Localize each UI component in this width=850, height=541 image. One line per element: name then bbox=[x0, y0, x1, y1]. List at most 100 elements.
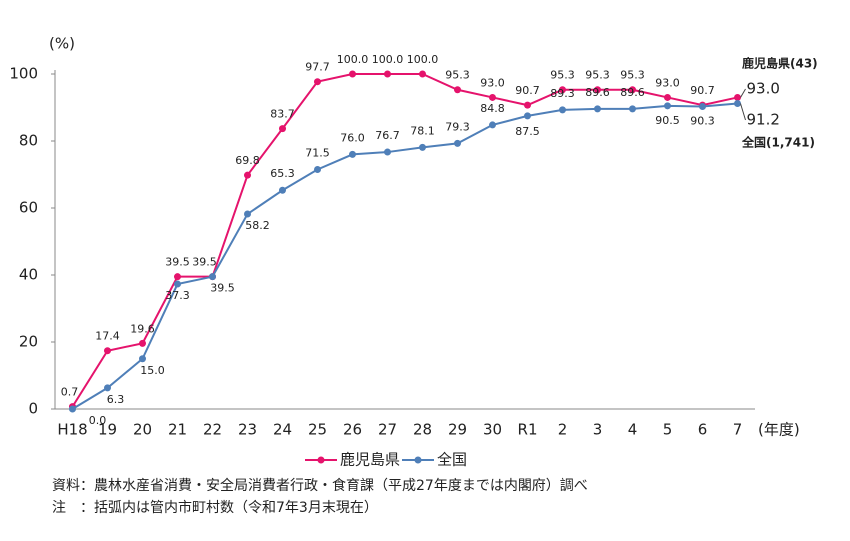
data-label: 93.0 bbox=[655, 76, 680, 89]
data-label: 90.5 bbox=[655, 114, 680, 127]
x-tick-label: H18 bbox=[57, 421, 87, 439]
marker bbox=[559, 86, 566, 94]
data-label: 6.3 bbox=[107, 393, 125, 406]
data-label: 90.3 bbox=[690, 114, 715, 127]
x-tick-label: 23 bbox=[238, 421, 257, 439]
marker bbox=[139, 355, 146, 363]
marker bbox=[69, 405, 76, 413]
data-label: 100.0 bbox=[372, 53, 404, 66]
leader bbox=[740, 88, 746, 98]
legend-marker bbox=[414, 456, 422, 464]
data-label: 95.3 bbox=[620, 69, 645, 82]
marker bbox=[629, 105, 636, 113]
marker bbox=[314, 165, 321, 173]
y-tick-label: 80 bbox=[19, 132, 38, 150]
marker bbox=[104, 347, 111, 355]
x-tick-label: 26 bbox=[343, 421, 362, 439]
x-tick-label: 29 bbox=[448, 421, 467, 439]
data-label: 76.7 bbox=[375, 129, 400, 142]
marker bbox=[734, 99, 741, 107]
x-tick-label: 24 bbox=[273, 421, 292, 439]
marker bbox=[349, 70, 356, 78]
end-label: 91.2 bbox=[747, 111, 780, 129]
x-tick-label: 3 bbox=[593, 421, 603, 439]
data-label: 90.7 bbox=[690, 84, 715, 97]
marker bbox=[454, 139, 461, 147]
marker bbox=[664, 102, 671, 110]
x-tick-label: 7 bbox=[733, 421, 743, 439]
marker bbox=[489, 121, 496, 129]
data-label: 76.0 bbox=[340, 131, 365, 144]
marker bbox=[524, 101, 531, 109]
data-label: 89.3 bbox=[550, 87, 575, 100]
marker bbox=[244, 210, 251, 218]
source-note: 資料：農林水産省消費・安全局消費者行政・食育課（平成27年度までは内閣府）調べ bbox=[52, 477, 588, 494]
leader bbox=[740, 103, 746, 121]
marker bbox=[699, 102, 706, 110]
data-label: 89.6 bbox=[585, 86, 610, 99]
marker bbox=[349, 150, 356, 158]
data-label: 58.2 bbox=[245, 219, 270, 232]
x-tick-label: 4 bbox=[628, 421, 638, 439]
annotation: 全国(1,741) bbox=[741, 135, 815, 150]
annotation: 鹿児島県(43) bbox=[742, 56, 818, 71]
data-label: 0.0 bbox=[89, 414, 107, 427]
x-tick-label: 20 bbox=[133, 421, 152, 439]
data-label: 69.8 bbox=[235, 154, 260, 167]
y-tick-label: 40 bbox=[19, 266, 38, 284]
y-tick-label: 60 bbox=[19, 199, 38, 217]
marker bbox=[384, 148, 391, 156]
data-label: 78.1 bbox=[410, 124, 435, 137]
data-label: 17.4 bbox=[95, 330, 120, 343]
data-label: 89.6 bbox=[620, 86, 645, 99]
marker bbox=[279, 186, 286, 194]
marker bbox=[664, 93, 671, 101]
x-unit: (年度) bbox=[758, 421, 800, 439]
data-label: 83.7 bbox=[270, 108, 295, 121]
series-line bbox=[71, 102, 738, 410]
marker bbox=[454, 86, 461, 94]
legend-marker bbox=[317, 456, 325, 464]
series-line bbox=[71, 73, 738, 408]
data-label: 39.5 bbox=[192, 256, 217, 269]
data-label: 79.3 bbox=[445, 120, 470, 133]
x-tick-label: 28 bbox=[413, 421, 432, 439]
marker bbox=[734, 93, 741, 101]
marker bbox=[174, 280, 181, 288]
marker bbox=[524, 112, 531, 120]
marker bbox=[209, 273, 216, 281]
legend-label: 鹿児島県 bbox=[340, 451, 400, 469]
y-tick-label: 20 bbox=[19, 333, 38, 351]
x-tick-label: 30 bbox=[483, 421, 502, 439]
data-label: 71.5 bbox=[305, 146, 330, 159]
marker bbox=[594, 86, 601, 94]
data-label: 0.7 bbox=[61, 386, 79, 399]
x-tick-label: 6 bbox=[698, 421, 708, 439]
data-label: 39.5 bbox=[165, 256, 190, 269]
x-tick-label: 25 bbox=[308, 421, 327, 439]
data-label: 97.7 bbox=[305, 61, 330, 74]
marker bbox=[314, 78, 321, 86]
data-label: 90.7 bbox=[515, 84, 540, 97]
data-label: 100.0 bbox=[337, 53, 369, 66]
marker bbox=[594, 105, 601, 113]
data-label: 95.3 bbox=[585, 69, 610, 82]
marker bbox=[419, 143, 426, 151]
footnote: 注 ：括弧内は管内市町村数（令和7年3月末現在） bbox=[52, 499, 378, 516]
marker bbox=[244, 171, 251, 179]
x-tick-label: 22 bbox=[203, 421, 222, 439]
x-tick-label: 21 bbox=[168, 421, 187, 439]
data-label: 84.8 bbox=[480, 102, 505, 115]
data-label: 95.3 bbox=[550, 69, 575, 82]
marker bbox=[559, 106, 566, 114]
x-tick-label: R1 bbox=[518, 421, 538, 439]
x-tick-label: 19 bbox=[98, 421, 117, 439]
x-tick-label: 5 bbox=[663, 421, 673, 439]
marker bbox=[489, 93, 496, 101]
data-label: 100.0 bbox=[407, 53, 439, 66]
y-unit: (%) bbox=[49, 35, 75, 53]
data-label: 93.0 bbox=[480, 76, 505, 89]
y-tick-label: 100 bbox=[9, 65, 38, 83]
x-tick-label: 2 bbox=[558, 421, 568, 439]
